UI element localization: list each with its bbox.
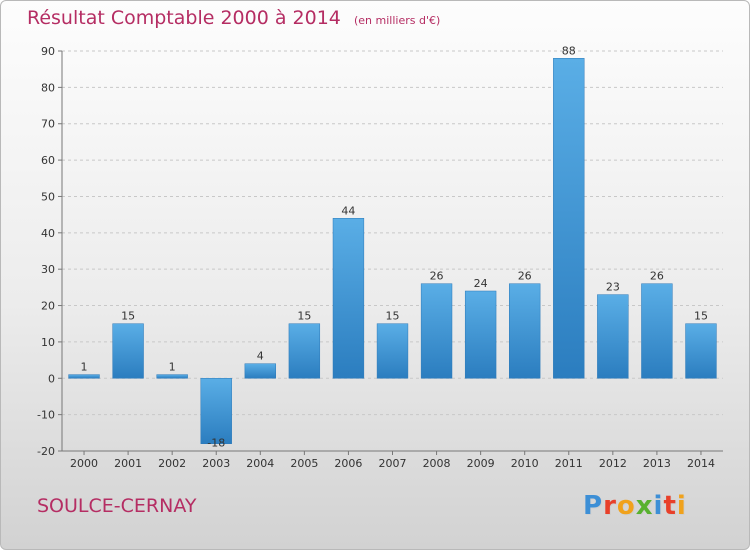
x-tick-label: 2002	[158, 457, 186, 470]
commune-name: SOULCE-CERNAY	[37, 495, 197, 517]
y-tick-label: 0	[48, 372, 55, 385]
bar-value-label: 24	[474, 277, 488, 290]
x-tick-label: 2011	[555, 457, 583, 470]
bar	[200, 378, 232, 444]
y-tick-label: 20	[41, 300, 55, 313]
bar-value-label: 26	[650, 270, 664, 283]
bar	[112, 323, 144, 379]
bar-value-label: 15	[121, 310, 135, 323]
bar	[464, 290, 497, 379]
y-tick-label: 80	[41, 81, 55, 94]
y-tick-label: 10	[41, 336, 55, 349]
logo-letter: i	[653, 491, 664, 521]
x-tick-label: 2010	[511, 457, 539, 470]
bar-value-label: 26	[518, 270, 532, 283]
logo-letter: x	[635, 491, 654, 521]
bar-value-label: 44	[341, 204, 355, 217]
x-tick-label: 2005	[290, 457, 318, 470]
y-tick-label: -10	[37, 409, 55, 422]
bar	[244, 363, 276, 379]
bar	[685, 323, 717, 379]
bar	[641, 283, 673, 379]
x-tick-label: 2008	[423, 457, 451, 470]
bar-value-label: 26	[430, 270, 444, 283]
bar	[420, 283, 453, 379]
logo-letter: P	[583, 491, 604, 521]
bar-value-label: 1	[169, 361, 176, 374]
x-tick-label: 2006	[334, 457, 362, 470]
y-tick-label: 70	[41, 118, 55, 131]
bar-value-label: 4	[257, 350, 264, 363]
logo-letter: i	[676, 491, 687, 521]
x-tick-label: 2009	[467, 457, 495, 470]
bar-value-label: 88	[562, 44, 576, 57]
bar	[156, 374, 188, 379]
chart-title-text: Résultat Comptable 2000 à 2014	[27, 7, 341, 29]
y-tick-label: 30	[41, 263, 55, 276]
x-tick-label: 2000	[70, 457, 98, 470]
bar-value-label: 15	[297, 310, 311, 323]
bar-value-label: 15	[694, 310, 708, 323]
y-tick-label: 40	[41, 227, 55, 240]
x-tick-label: 2014	[687, 457, 715, 470]
y-tick-label: 50	[41, 190, 55, 203]
x-tick-label: 2001	[114, 457, 142, 470]
x-tick-label: 2004	[246, 457, 274, 470]
y-tick-label: -20	[37, 445, 55, 458]
logo-letter: r	[603, 491, 617, 521]
bar	[68, 374, 100, 379]
bar-value-label: -18	[207, 437, 225, 450]
x-tick-label: 2007	[379, 457, 407, 470]
bar-value-label: 23	[606, 281, 620, 294]
bar-value-label: 15	[386, 310, 400, 323]
chart-unit-text: (en milliers d'€)	[353, 14, 441, 27]
bar	[553, 58, 585, 379]
bar	[376, 323, 409, 379]
bar	[332, 218, 365, 379]
y-tick-label: 60	[41, 154, 55, 167]
bar	[509, 283, 541, 379]
y-tick-label: 90	[41, 45, 55, 58]
chart-title: Résultat Comptable 2000 à 2014 (en milli…	[27, 7, 440, 29]
x-tick-label: 2003	[202, 457, 230, 470]
logo-letter: t	[663, 491, 677, 521]
x-tick-label: 2012	[599, 457, 627, 470]
bar	[288, 323, 321, 379]
x-tick-label: 2013	[643, 457, 671, 470]
bar-value-label: 1	[81, 361, 88, 374]
logo-letter: o	[616, 491, 636, 521]
bar	[597, 294, 629, 379]
proxiti-logo: Proxiti	[583, 491, 687, 521]
